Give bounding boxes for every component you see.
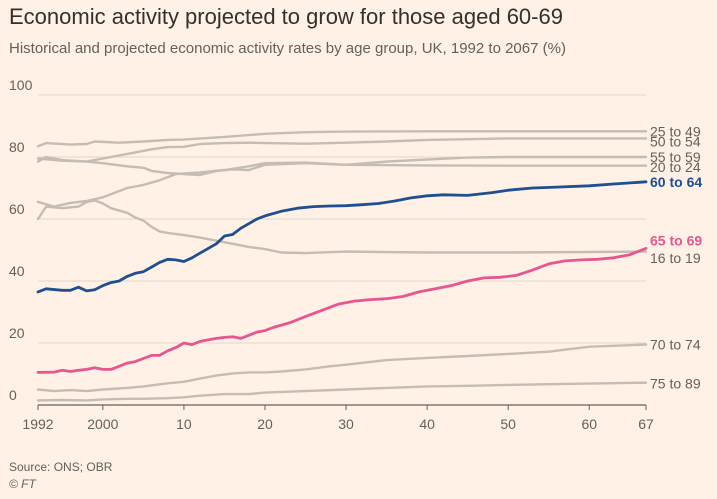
x-tick-label-30: 30 — [338, 416, 354, 432]
series-line-60-to-64 — [36, 180, 648, 294]
x-tick-label-20: 20 — [257, 416, 273, 432]
y-tick-label-20: 20 — [9, 325, 25, 341]
series-label-50-to-54: 50 to 54 — [650, 134, 701, 150]
chart-subtitle: Historical and projected economic activi… — [9, 40, 566, 57]
series-label-70-to-74: 70 to 74 — [650, 337, 701, 353]
x-tick-label-40: 40 — [419, 416, 435, 432]
x-tick-label-50: 50 — [500, 416, 516, 432]
series-line-16-to-19 — [36, 199, 648, 255]
series-line-25-to-49 — [36, 130, 648, 148]
series-label-65-to-69: 65 to 69 — [650, 233, 702, 249]
y-axis-ticks: 0 20 40 60 80 100 — [9, 77, 33, 403]
series-line-50-to-54 — [36, 137, 648, 163]
y-tick-label-60: 60 — [9, 201, 25, 217]
series-line-70-to-74 — [36, 343, 648, 393]
ft-credit: © FT — [9, 477, 36, 491]
series-lines — [36, 130, 648, 402]
y-tick-label-80: 80 — [9, 139, 25, 155]
x-tick-label-2000: 2000 — [87, 416, 118, 432]
series-label-16-to-19: 16 to 19 — [650, 250, 701, 266]
x-axis: 1992 2000 10 20 30 40 50 60 67 — [22, 404, 654, 432]
y-tick-label-100: 100 — [9, 77, 33, 93]
x-tick-label-67: 67 — [638, 416, 654, 432]
series-line-65-to-69 — [36, 247, 648, 374]
x-tick-label-10: 10 — [176, 416, 192, 432]
y-tick-label-0: 0 — [9, 387, 17, 403]
series-line-75-to-89 — [36, 381, 648, 402]
series-label-20-to-24: 20 to 24 — [650, 159, 701, 175]
chart-title: Economic activity projected to grow for … — [9, 4, 563, 29]
series-label-60-to-64: 60 to 64 — [650, 174, 702, 190]
series-label-75-to-89: 75 to 89 — [650, 375, 701, 391]
series-label-25-to-49: 25 to 49 — [650, 123, 701, 139]
x-tick-label-1992: 1992 — [22, 416, 53, 432]
y-tick-label-40: 40 — [9, 263, 25, 279]
source-text: Source: ONS; OBR — [9, 460, 113, 474]
series-line-20-to-24 — [36, 155, 648, 177]
source-note: Source: ONS; OBR © FT — [9, 459, 112, 493]
series-label-55-to-59: 55 to 59 — [650, 149, 701, 165]
x-tick-label-60: 60 — [581, 416, 597, 432]
